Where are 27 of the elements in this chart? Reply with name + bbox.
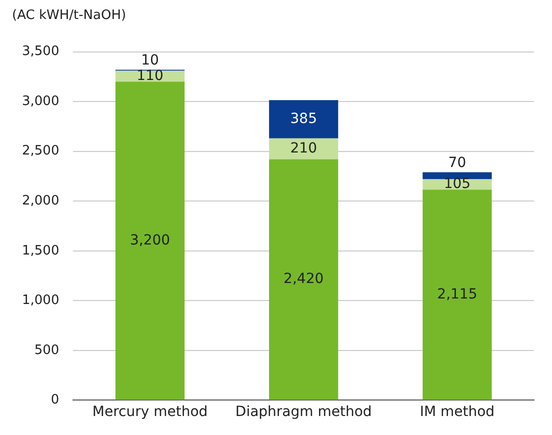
data-label: 3,200	[130, 232, 170, 248]
x-tick-label: Diaphragm method	[235, 404, 372, 420]
data-label: 2,115	[437, 286, 478, 302]
data-label: 70	[448, 154, 466, 171]
data-label: 385	[290, 110, 317, 127]
bar	[422, 172, 492, 180]
data-label: 10	[141, 52, 159, 68]
x-tick-label: IM method	[420, 404, 495, 420]
bar	[269, 100, 338, 138]
y-tick-label: 1,000	[22, 293, 60, 308]
y-axis-title: (AC kWH/t-NaOH)	[11, 8, 128, 25]
data-label: 110	[136, 68, 164, 84]
bar	[115, 82, 185, 400]
y-tick-label: 2,500	[22, 144, 60, 159]
bar	[422, 190, 492, 400]
bar	[269, 159, 338, 400]
bar	[269, 138, 338, 160]
y-tick-label: 0	[50, 392, 60, 408]
y-tick-label: 1,500	[22, 243, 60, 258]
x-tick-label: Mercury method	[92, 404, 208, 420]
y-tick-label: 3,000	[22, 94, 60, 109]
data-label: 105	[444, 176, 471, 192]
data-label: 2,420	[284, 271, 324, 288]
y-tick-label: 2,000	[22, 193, 60, 208]
data-label: 210	[290, 140, 317, 156]
y-tick-label: 3,500	[22, 44, 60, 60]
y-tick-label: 500	[34, 342, 60, 358]
